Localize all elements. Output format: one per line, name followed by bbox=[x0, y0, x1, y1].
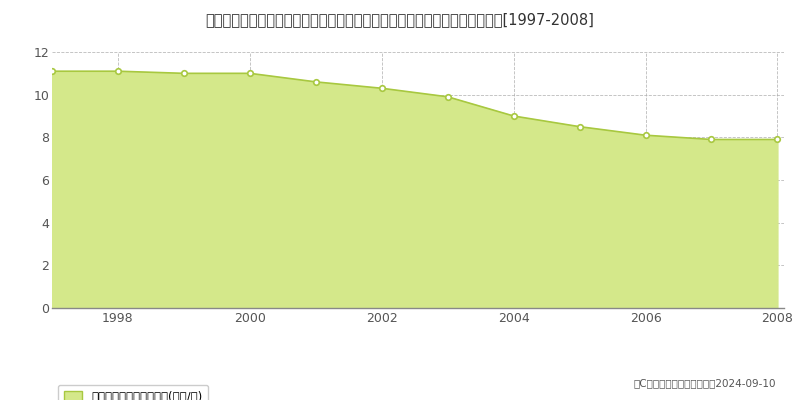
Text: （C）土地価格ドットコム　2024-09-10: （C）土地価格ドットコム 2024-09-10 bbox=[634, 378, 776, 388]
Legend: 基準地価格　平均嵪単価(万円/嵪): 基準地価格 平均嵪単価(万円/嵪) bbox=[58, 385, 208, 400]
Text: 岐阜県不破郡関ケ原町大字松尾字下矢尻２６５番４　基準地価格　地価推移[1997-2008]: 岐阜県不破郡関ケ原町大字松尾字下矢尻２６５番４ 基準地価格 地価推移[1997-… bbox=[206, 12, 594, 27]
